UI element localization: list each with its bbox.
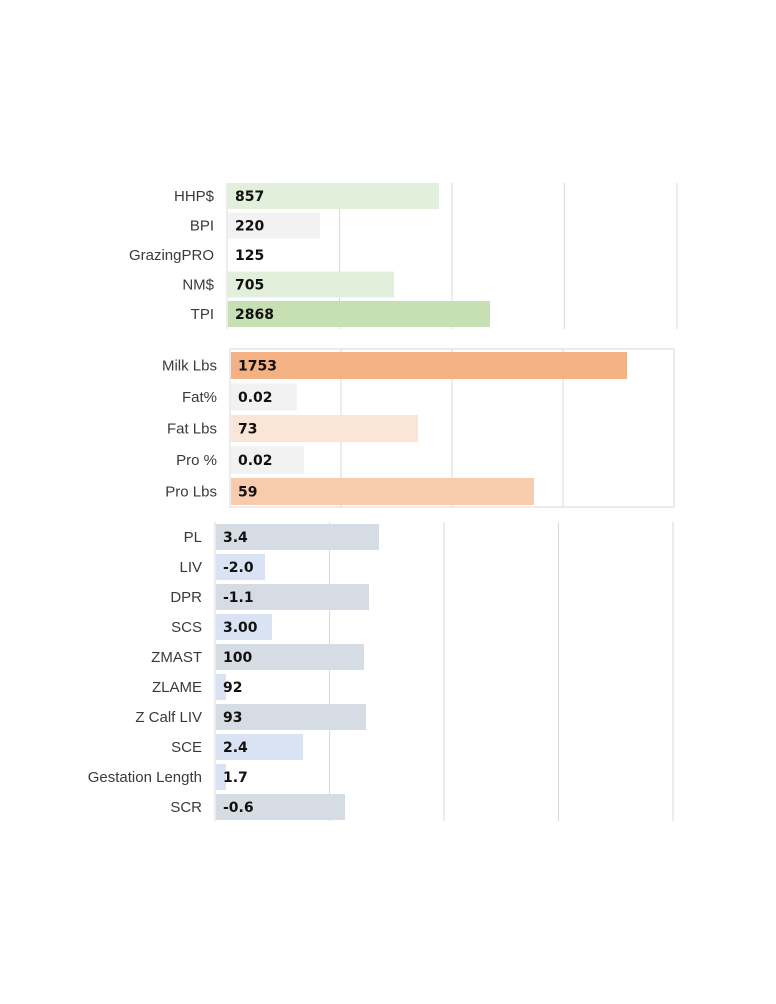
category-label: PL <box>184 529 202 546</box>
data-label: 93 <box>223 710 242 726</box>
panel-frame <box>229 348 675 508</box>
category-label: ZMAST <box>151 649 202 666</box>
category-label: TPI <box>191 306 214 323</box>
data-label: 1753 <box>238 359 277 375</box>
bar <box>228 271 394 298</box>
category-label: SCE <box>171 739 202 756</box>
category-label: SCR <box>170 799 202 816</box>
bar <box>216 524 379 550</box>
bar <box>231 478 534 505</box>
bar <box>228 301 490 327</box>
category-label: Gestation Length <box>88 769 202 786</box>
category-label: Pro % <box>176 452 217 469</box>
category-label: SCS <box>171 619 202 636</box>
category-label: Pro Lbs <box>165 484 217 501</box>
chart-panel-2: Milk Lbs 1753 Fat% 0.02 Fat Lbs 73 Pro % 0.02 Pr… <box>162 348 675 508</box>
data-label: 220 <box>235 219 264 235</box>
category-label: Z Calf LIV <box>135 709 202 726</box>
bar <box>231 446 304 474</box>
category-label: HHP$ <box>174 188 215 205</box>
data-label: -2.0 <box>223 560 254 576</box>
data-label: 1.7 <box>223 770 248 786</box>
bar <box>231 415 418 442</box>
data-label: 2.4 <box>223 740 248 756</box>
data-label: 92 <box>223 680 242 696</box>
data-label: 0.02 <box>238 390 273 406</box>
category-label: GrazingPRO <box>129 247 214 264</box>
chart-panel-1: HHP$ 857 BPI 220 GrazingPRO 125 NM$ 705 TPI 2868 <box>129 183 678 329</box>
data-label: -0.6 <box>223 800 254 816</box>
bar <box>228 183 439 209</box>
data-label: 3.4 <box>223 530 248 546</box>
chart-panel-3: PL 3.4 LIV -2.0 DPR -1.1 SCS 3.00 ZMAST 100 ZLAME 9… <box>88 522 674 821</box>
category-label: LIV <box>179 559 202 576</box>
data-label: -1.1 <box>223 590 254 606</box>
category-label: BPI <box>190 218 214 235</box>
bar <box>216 644 364 670</box>
bar <box>216 734 303 760</box>
data-label: 125 <box>235 248 264 264</box>
bar <box>216 584 369 610</box>
data-label: 2868 <box>235 307 274 323</box>
data-label: 73 <box>238 422 257 438</box>
category-label: ZLAME <box>152 679 202 696</box>
bar <box>228 212 320 239</box>
bar <box>216 614 272 640</box>
data-label: 100 <box>223 650 252 666</box>
category-label: NM$ <box>182 277 214 294</box>
category-label: DPR <box>170 589 202 606</box>
bar <box>228 242 264 268</box>
bar <box>216 794 345 820</box>
data-label: 59 <box>238 485 257 501</box>
category-label: Milk Lbs <box>162 358 217 375</box>
data-label: 3.00 <box>223 620 258 636</box>
category-label: Fat% <box>182 389 217 406</box>
bar <box>216 704 366 730</box>
category-label: Fat Lbs <box>167 421 217 438</box>
bar <box>216 554 265 580</box>
data-label: 705 <box>235 278 264 294</box>
bar <box>216 674 226 700</box>
bar <box>231 383 297 411</box>
bar <box>216 764 226 790</box>
data-label: 0.02 <box>238 453 273 469</box>
data-label: 857 <box>235 189 264 205</box>
bar <box>231 352 627 379</box>
